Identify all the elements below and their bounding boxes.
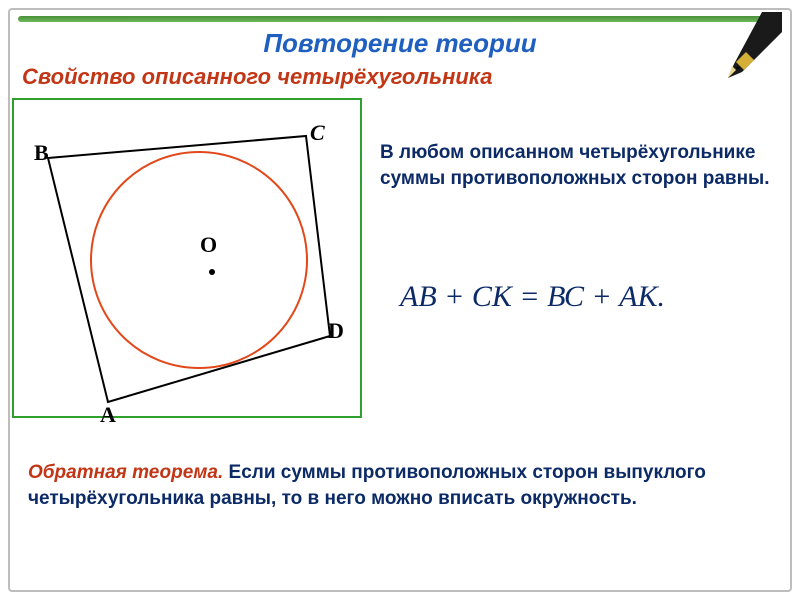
vertex-label-D: D bbox=[328, 318, 344, 344]
formula: АВ + СК = ВС + АК. bbox=[400, 280, 665, 314]
geometry-diagram bbox=[14, 100, 364, 420]
page-subtitle: Свойство описанного четырёхугольника bbox=[22, 64, 492, 90]
subtitle-text: Свойство описанного четырёхугольника bbox=[22, 64, 492, 89]
diagram-container: B C D A O bbox=[12, 98, 362, 418]
converse-theorem: Обратная теорема. Если суммы противополо… bbox=[28, 460, 772, 511]
center-label-O: O bbox=[200, 232, 217, 258]
converse-lead: Обратная теорема. bbox=[28, 462, 223, 483]
vertex-label-B: B bbox=[34, 140, 49, 166]
top-accent-bar bbox=[18, 16, 782, 22]
theorem-text: В любом описанном четырёхугольнике суммы… bbox=[380, 142, 770, 189]
theorem-statement: В любом описанном четырёхугольнике суммы… bbox=[380, 140, 772, 191]
title-text: Повторение теории bbox=[263, 28, 536, 58]
page-title: Повторение теории bbox=[0, 28, 800, 59]
vertex-label-C: C bbox=[310, 120, 325, 146]
formula-text: АВ + СК = ВС + АК. bbox=[400, 280, 665, 313]
vertex-label-A: A bbox=[100, 402, 116, 428]
